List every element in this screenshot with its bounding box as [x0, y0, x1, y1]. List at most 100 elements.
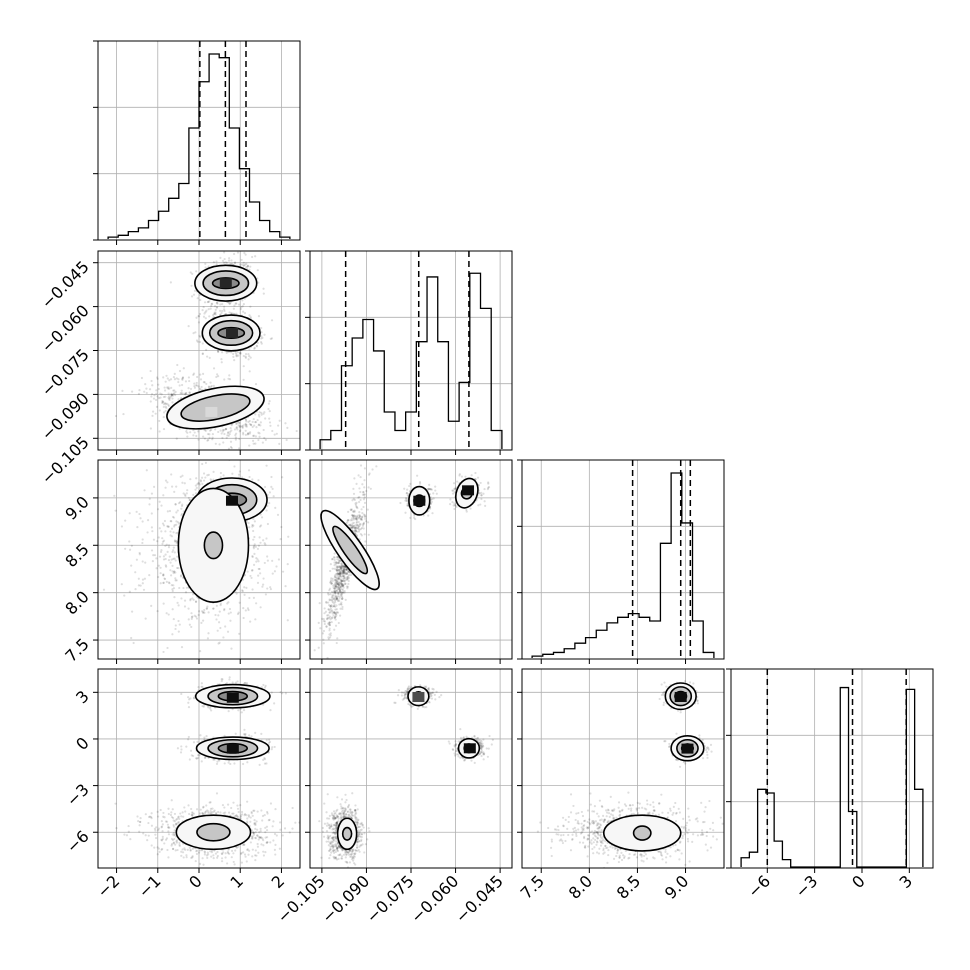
- scatter-point: [173, 372, 176, 375]
- scatter-point: [174, 503, 177, 506]
- scatter-point: [209, 478, 212, 481]
- scatter-point: [207, 386, 211, 389]
- scatter-point: [200, 385, 203, 389]
- scatter-point: [253, 346, 256, 349]
- scatter-point: [195, 339, 199, 342]
- scatter-point: [201, 462, 204, 466]
- scatter-point: [198, 483, 201, 486]
- scatter-point: [199, 373, 202, 376]
- scatter-point: [261, 441, 264, 444]
- scatter-point: [156, 609, 159, 613]
- scatter-point: [240, 263, 244, 266]
- scatter-point: [237, 611, 240, 614]
- scatter-point: [221, 303, 224, 306]
- scatter-point: [217, 350, 220, 354]
- scatter-point: [202, 315, 206, 318]
- scatter-point: [148, 388, 152, 391]
- scatter-point: [229, 445, 233, 449]
- scatter-point: [143, 577, 147, 580]
- scatter-point: [271, 746, 274, 749]
- scatter-point: [150, 604, 153, 607]
- scatter-point: [130, 636, 133, 640]
- scatter-point: [148, 574, 151, 577]
- scatter-point: [175, 542, 178, 545]
- scatter-point: [172, 546, 175, 549]
- scatter-point: [196, 756, 200, 760]
- scatter-point: [155, 557, 158, 560]
- scatter-point: [252, 434, 255, 437]
- scatter-point: [141, 520, 144, 523]
- scatter-point: [198, 754, 201, 757]
- scatter-point: [145, 391, 148, 395]
- scatter-point: [258, 536, 261, 539]
- scatter-point: [164, 564, 167, 567]
- scatter-point: [188, 498, 191, 502]
- scatter-point: [281, 692, 284, 695]
- scatter-point: [160, 393, 163, 396]
- scatter-point: [180, 512, 184, 516]
- scatter-point: [130, 564, 133, 567]
- scatter-point: [216, 302, 219, 305]
- scatter-point: [215, 618, 218, 621]
- scatter-point: [254, 383, 258, 386]
- scatter-point: [169, 395, 173, 398]
- scatter-point: [260, 732, 263, 735]
- scatter-point: [223, 734, 226, 737]
- scatter-point: [219, 309, 222, 312]
- scatter-point: [211, 456, 213, 458]
- scatter-point: [180, 504, 184, 508]
- scatter-point: [177, 380, 180, 384]
- scatter-point: [246, 265, 250, 268]
- scatter-point: [176, 566, 179, 570]
- scatter-point: [163, 386, 166, 389]
- scatter-point: [166, 386, 169, 389]
- scatter-point: [212, 367, 216, 370]
- scatter-point: [262, 758, 265, 761]
- scatter-point: [151, 560, 154, 563]
- scatter-point: [161, 540, 165, 543]
- scatter-point: [172, 375, 176, 379]
- scatter-point: [253, 424, 256, 427]
- scatter-point: [223, 432, 226, 436]
- scatter-point: [171, 564, 174, 568]
- scatter-point: [192, 372, 196, 375]
- scatter-point: [244, 423, 247, 426]
- scatter-point: [173, 596, 176, 599]
- scatter-point: [134, 571, 137, 574]
- scatter-point: [184, 380, 188, 383]
- scatter-point: [238, 425, 241, 429]
- scatter-point: [220, 358, 223, 361]
- histogram-axes: [517, 459, 687, 664]
- scatter-point: [195, 486, 198, 490]
- scatter-point: [265, 464, 268, 467]
- scatter-point: [247, 353, 250, 356]
- scatter-point: [181, 376, 185, 379]
- scatter-point: [256, 418, 259, 422]
- scatter-point: [167, 404, 170, 407]
- scatter-point: [249, 431, 252, 434]
- scatter-point: [177, 378, 180, 381]
- scatter-point: [258, 411, 261, 414]
- scatter-point: [121, 389, 124, 392]
- scatter-point: [275, 565, 278, 568]
- scatter-point: [248, 475, 251, 479]
- scatter-point: [199, 480, 203, 483]
- scatter-point: [196, 740, 199, 744]
- scatter-point: [222, 474, 225, 477]
- scatter-point: [256, 269, 259, 272]
- scatter-point: [174, 579, 177, 582]
- scatter-point: [156, 377, 159, 381]
- scatter-point: [263, 444, 265, 446]
- scatter-point: [221, 309, 224, 313]
- scatter-point: [236, 680, 239, 683]
- scatter-point: [185, 430, 188, 433]
- scatter-point: [195, 316, 198, 319]
- scatter-point: [170, 584, 173, 587]
- scatter-point: [222, 261, 226, 264]
- scatter-point: [153, 394, 156, 397]
- scatter-point: [187, 607, 190, 610]
- scatter-point: [259, 524, 263, 527]
- histogram-panel: [98, 41, 300, 240]
- scatter-point: [241, 425, 244, 428]
- scatter-point: [247, 420, 250, 424]
